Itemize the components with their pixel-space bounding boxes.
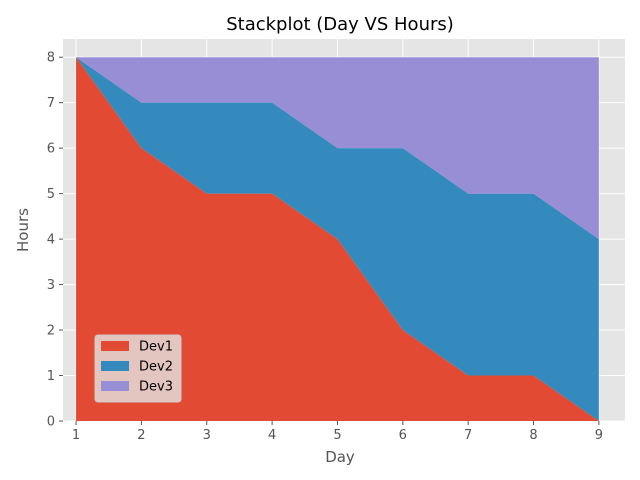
x-tick-label: 7	[464, 428, 472, 443]
y-axis-ticks: 0 1 2 3 4 5 6 7 8	[47, 51, 63, 430]
legend: Dev1 Dev2 Dev3	[94, 334, 182, 403]
y-tick-label: 5	[47, 187, 55, 202]
x-axis-ticks: 1 2 3 4 5 6 7 8 9	[72, 421, 603, 443]
y-tick-label: 7	[47, 96, 55, 111]
legend-swatch-dev2	[101, 361, 129, 371]
y-tick-label: 3	[47, 278, 55, 293]
legend-label-dev2: Dev2	[139, 360, 173, 375]
stacked-areas	[76, 57, 599, 421]
chart-title: Stackplot (Day VS Hours)	[226, 14, 454, 35]
y-tick-label: 6	[47, 142, 55, 157]
y-tick-label: 4	[47, 233, 55, 248]
x-tick-label: 1	[72, 428, 80, 443]
x-tick-label: 4	[268, 428, 276, 443]
area-dev2	[76, 57, 599, 421]
x-tick-label: 8	[529, 428, 537, 443]
area-dev3	[76, 57, 599, 240]
legend-label-dev3: Dev3	[139, 380, 173, 395]
y-tick-label: 8	[47, 51, 55, 66]
legend-label-dev1: Dev1	[139, 340, 173, 355]
x-tick-label: 3	[203, 428, 211, 443]
x-tick-label: 6	[399, 428, 407, 443]
x-tick-label: 5	[333, 428, 341, 443]
legend-swatch-dev1	[101, 341, 129, 351]
y-tick-label: 1	[47, 369, 55, 384]
y-tick-label: 2	[47, 324, 55, 339]
y-tick-label: 0	[47, 415, 55, 430]
x-tick-label: 9	[595, 428, 603, 443]
x-axis-label: Day	[325, 448, 355, 466]
y-axis-label: Hours	[14, 208, 32, 252]
area-dev1	[76, 57, 599, 421]
x-tick-label: 2	[137, 428, 145, 443]
legend-swatch-dev3	[101, 381, 129, 391]
